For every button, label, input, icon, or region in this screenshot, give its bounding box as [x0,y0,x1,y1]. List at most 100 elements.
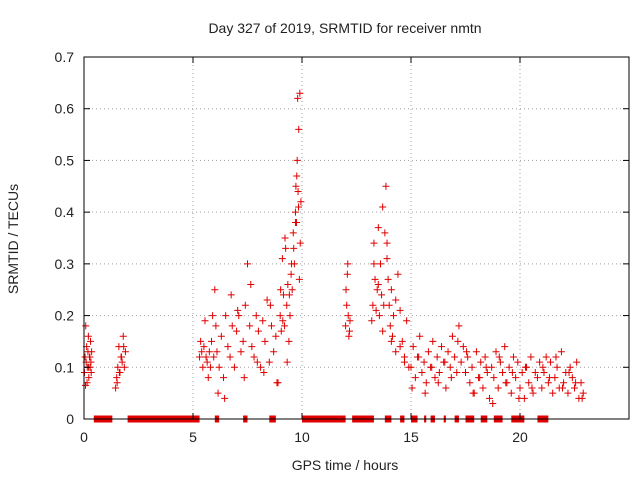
data-point [235,312,243,320]
data-point [375,312,383,320]
data-point [459,343,467,351]
data-point [115,368,123,376]
data-point [270,348,278,356]
data-point [254,327,262,335]
data-point [454,337,462,345]
data-point [573,358,581,366]
data-point [250,353,258,361]
data-point [424,348,432,356]
data-point [501,343,509,351]
plot-frame [83,56,630,420]
data-point [525,379,533,387]
data-point [294,94,302,102]
data-point [521,363,529,371]
data-point [214,389,222,397]
data-point [284,281,292,289]
data-point [343,270,351,278]
data-point [296,239,304,247]
data-point [279,291,287,299]
data-point [409,343,417,351]
x-tick-label: 15 [403,429,419,445]
data-point [422,379,430,387]
data-point [518,368,526,376]
data-point [444,348,452,356]
data-point [227,291,235,299]
data-point [466,379,474,387]
data-point [547,358,555,366]
data-point [379,203,387,211]
data-point [212,322,220,330]
axis-ticks [83,56,629,420]
data-point [382,182,390,190]
data-point [384,275,392,283]
data-point [505,363,513,371]
data-point [213,348,221,356]
data-point [208,337,216,345]
data-point [244,260,251,268]
data-point [492,348,500,356]
data-point [516,384,524,392]
data-point [411,374,419,382]
data-point [495,353,503,361]
data-point [83,379,91,387]
data-point [559,384,567,392]
data-point [447,374,455,382]
data-point [441,358,449,366]
data-point [294,187,302,195]
data-point [472,348,480,356]
data-point [434,379,442,387]
data-point [222,312,230,320]
data-point [489,399,497,407]
data-point [514,358,522,366]
data-point [494,384,502,392]
data-point [374,224,382,232]
data-point [448,332,456,340]
data-point [117,353,125,361]
y-tick-label: 0 [66,411,74,427]
data-point [435,368,443,376]
data-point [578,394,586,402]
data-point [416,332,424,340]
data-point [87,368,95,376]
data-point [230,363,238,371]
data-point [538,384,546,392]
data-point [296,89,304,97]
data-point [215,363,223,371]
data-point [297,198,305,206]
data-point [394,270,402,278]
data-point [544,379,552,387]
data-point [396,343,404,351]
data-point [418,368,426,376]
y-tick-label: 0.5 [55,152,75,168]
data-point [277,286,285,294]
data-point [374,281,382,289]
data-point [228,322,236,330]
y-tick-label: 0.4 [55,204,75,220]
data-point [479,384,487,392]
data-point [469,389,477,397]
data-point [120,343,128,351]
data-point [283,301,291,309]
data-point [290,244,298,252]
x-tick-label: 10 [294,429,310,445]
data-point [281,322,289,330]
data-point [392,296,400,304]
grid [84,57,629,419]
data-point [267,322,275,330]
data-point [463,348,471,356]
data-point [265,358,273,366]
data-point [420,358,428,366]
y-tick-label: 0.2 [55,308,75,324]
data-point [288,286,296,294]
data-point [272,332,280,340]
data-point [388,332,396,340]
data-point [346,317,354,325]
data-point [462,368,469,376]
chart-title: Day 327 of 2019, SRMTID for receiver nmt… [208,20,481,36]
data-point [549,389,557,397]
data-point [292,182,300,190]
data-point [533,374,541,382]
data-point [226,353,234,361]
data-point [276,312,284,320]
